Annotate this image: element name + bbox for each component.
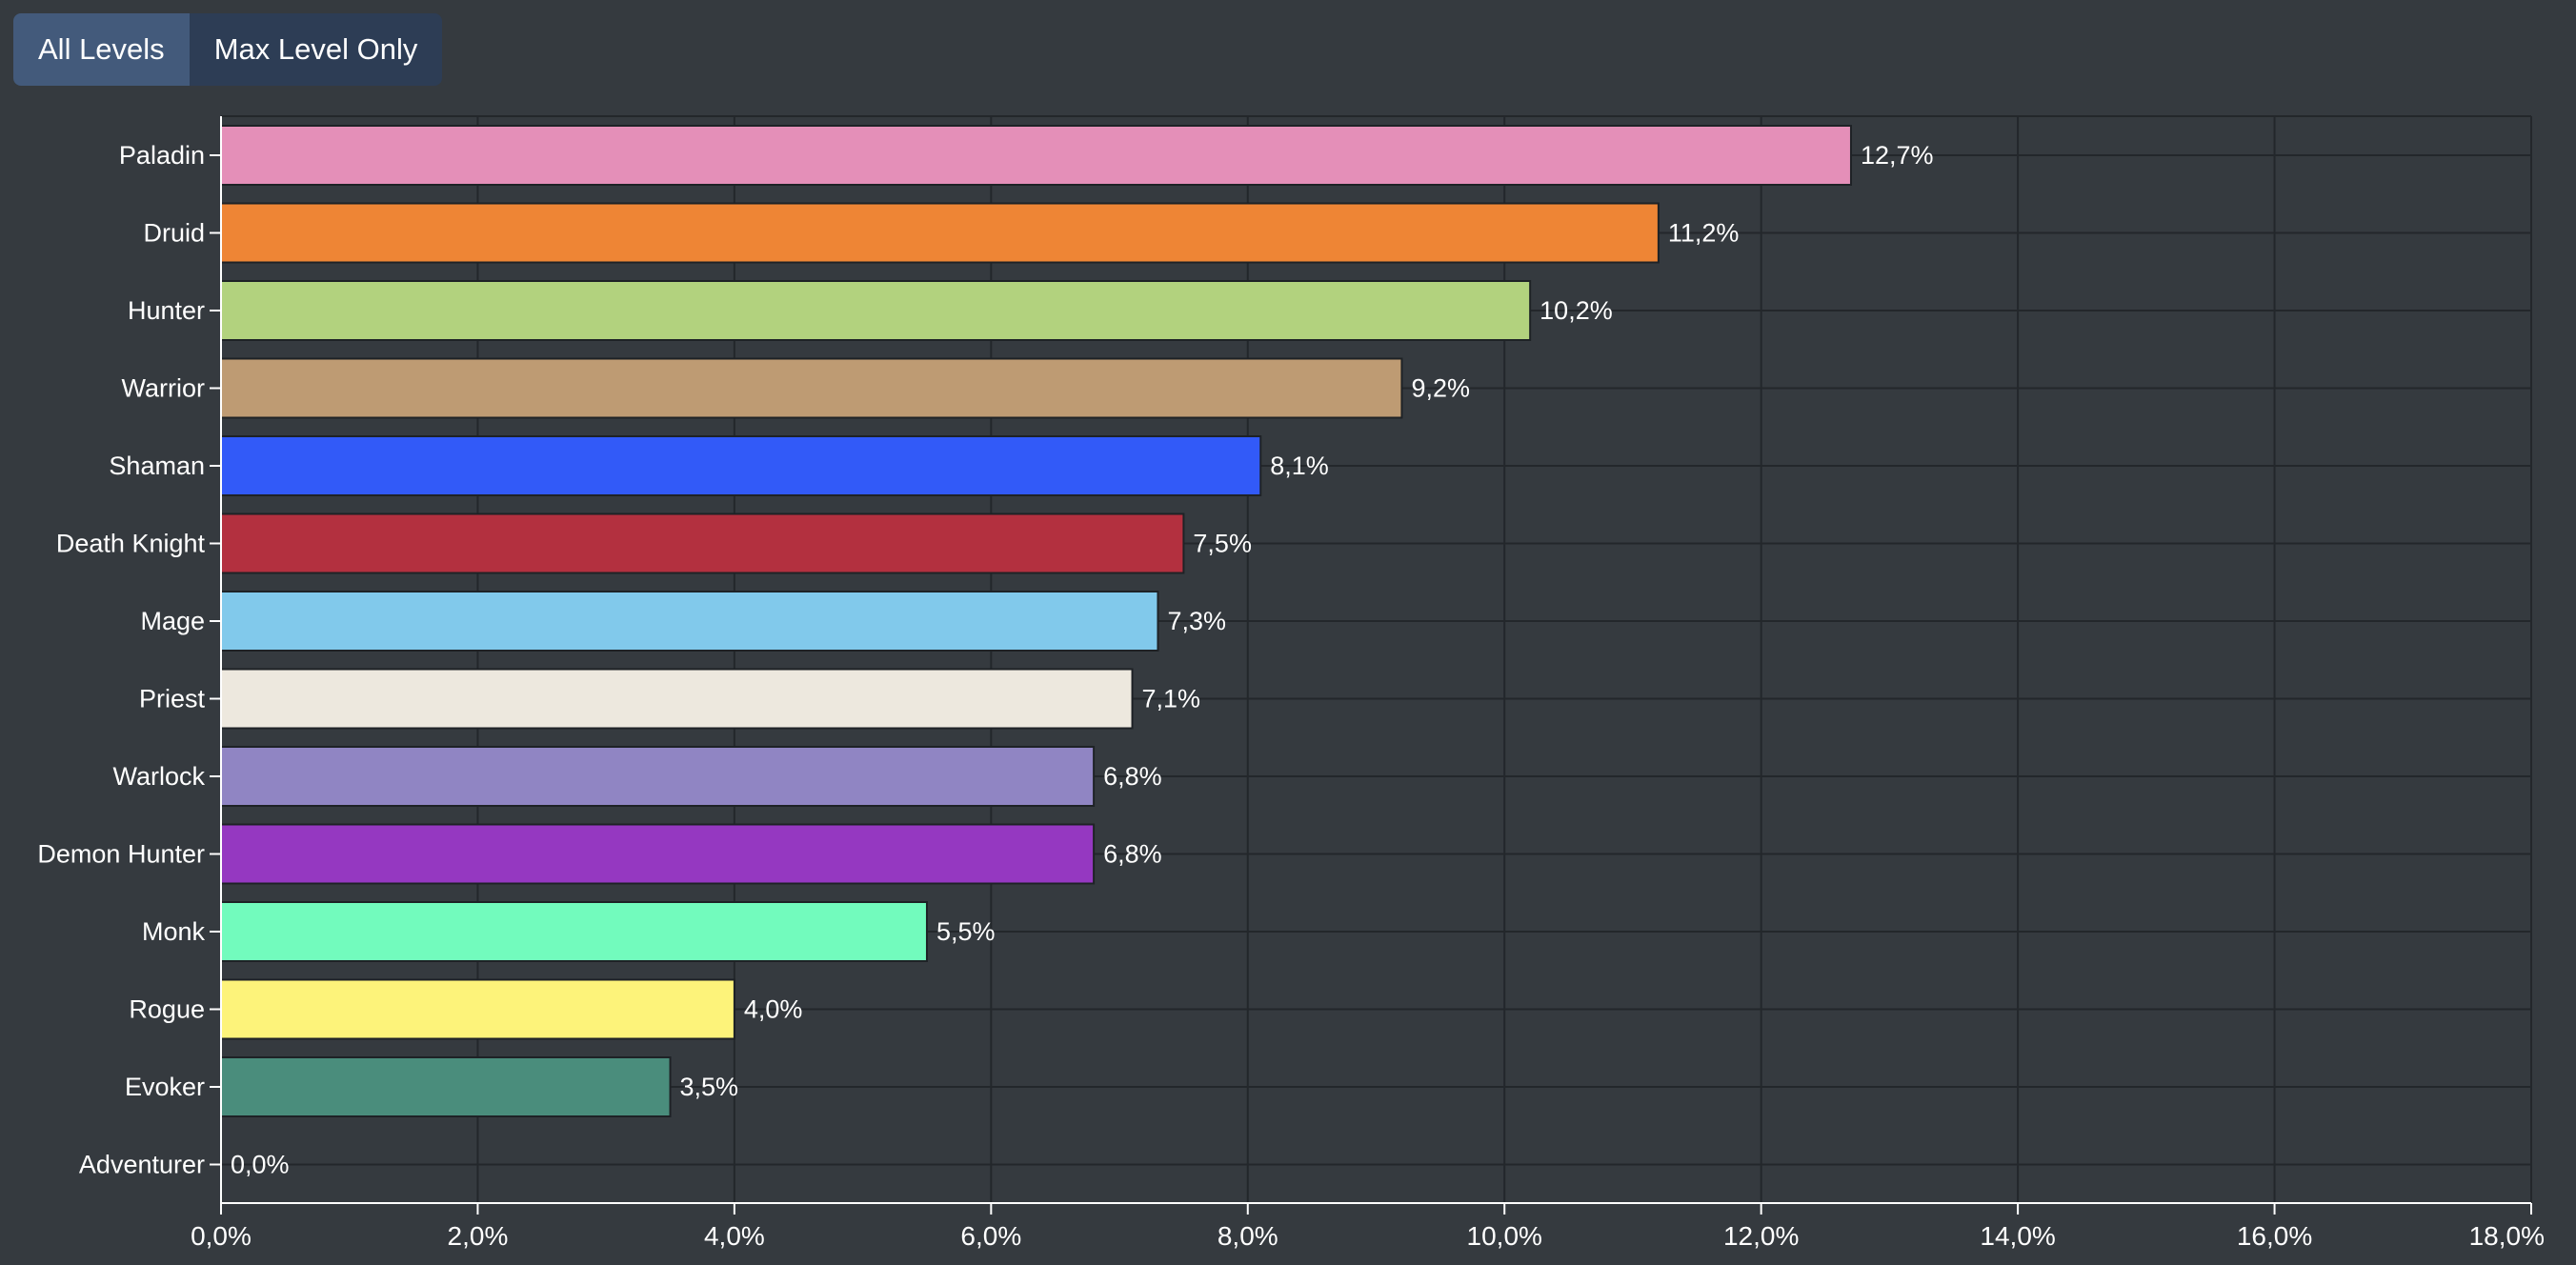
value-label: 7,1% — [1142, 685, 1201, 713]
all-levels-button[interactable]: All Levels — [13, 13, 190, 86]
x-tick-label: 10,0% — [1467, 1221, 1542, 1251]
x-tick-label: 8,0% — [1218, 1221, 1278, 1251]
bar-death-knight — [220, 512, 1185, 574]
category-label: Warlock — [112, 762, 205, 791]
value-label: 7,3% — [1167, 607, 1226, 635]
bar-priest — [220, 668, 1134, 730]
value-label: 12,7% — [1861, 141, 1934, 170]
bar-warrior — [220, 357, 1403, 419]
x-tick-label: 12,0% — [1723, 1221, 1799, 1251]
grid-lines — [221, 115, 2532, 1203]
value-label: 3,5% — [680, 1073, 739, 1101]
x-tick-label: 4,0% — [704, 1221, 765, 1251]
level-filter-toggle: All Levels Max Level Only — [13, 13, 443, 86]
value-label: 7,5% — [1193, 530, 1252, 558]
value-label: 6,8% — [1103, 840, 1162, 869]
x-tick-label: 6,0% — [960, 1221, 1021, 1251]
category-label: Hunter — [128, 296, 205, 325]
category-label: Warrior — [122, 374, 206, 403]
value-label: 8,1% — [1270, 452, 1329, 480]
value-label: 10,2% — [1540, 296, 1613, 325]
bar-druid — [220, 202, 1660, 264]
bar-evoker — [220, 1056, 672, 1117]
x-tick-label: 16,0% — [2237, 1221, 2312, 1251]
value-label: 4,0% — [744, 995, 803, 1024]
category-label: Rogue — [129, 995, 205, 1024]
bar-monk — [220, 901, 928, 962]
category-label: Mage — [140, 607, 205, 635]
x-tick-label: 0,0% — [191, 1221, 252, 1251]
category-label: Paladin — [119, 141, 205, 170]
value-label: 6,8% — [1103, 762, 1162, 791]
bar-mage — [220, 591, 1159, 652]
category-label: Demon Hunter — [37, 840, 205, 869]
axes — [210, 116, 2532, 1215]
category-label: Monk — [142, 917, 206, 946]
value-label: 9,2% — [1411, 374, 1470, 403]
bar-paladin — [220, 125, 1852, 186]
bar-shaman — [220, 435, 1262, 496]
category-label: Druid — [143, 219, 205, 248]
x-tick-label: 2,0% — [448, 1221, 509, 1251]
category-label: Evoker — [125, 1073, 205, 1101]
bar-rogue — [220, 978, 735, 1040]
bar-demon-hunter — [220, 823, 1096, 885]
category-label: Death Knight — [56, 530, 206, 558]
category-label: Shaman — [109, 452, 205, 480]
labels: 12,7% Paladin 11,2% Druid 10,2% Hunter 9,2% War… — [37, 141, 2545, 1251]
bars — [220, 125, 1852, 1117]
category-label: Adventurer — [79, 1151, 205, 1179]
x-tick-label: 18,0% — [2469, 1221, 2545, 1251]
max-level-only-button[interactable]: Max Level Only — [189, 13, 443, 86]
value-label: 11,2% — [1668, 219, 1740, 248]
value-label: 0,0% — [231, 1151, 290, 1179]
value-label: 5,5% — [936, 917, 996, 946]
bar-hunter — [220, 280, 1532, 341]
x-tick-label: 14,0% — [1980, 1221, 2055, 1251]
category-label: Priest — [139, 685, 206, 713]
bar-warlock — [220, 746, 1096, 807]
